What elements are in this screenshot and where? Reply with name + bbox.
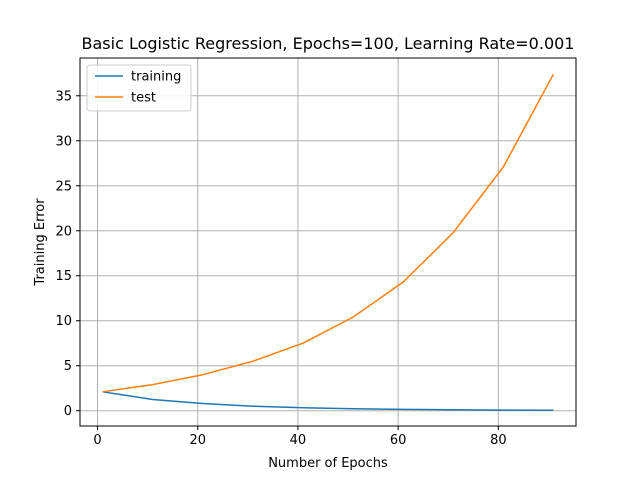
legend-label-test: test — [131, 91, 156, 106]
grid — [80, 58, 576, 426]
y-tick-label: 20 — [55, 224, 72, 239]
series-lines — [102, 73, 555, 411]
chart-title: Basic Logistic Regression, Epochs=100, L… — [82, 34, 575, 53]
x-tick-label: 80 — [490, 433, 507, 448]
plot-frame — [79, 57, 577, 427]
x-tick-label: 0 — [93, 433, 101, 448]
y-tick-label: 0 — [64, 404, 72, 419]
series-line-training — [102, 391, 554, 411]
x-tick-label: 20 — [189, 433, 206, 448]
axis-ticks: 0 20 40 60 80 0 5 10 15 20 25 30 35 — [55, 89, 506, 448]
series-line-test — [102, 73, 555, 393]
y-axis-label: Training Error — [33, 198, 48, 287]
y-tick-label: 10 — [55, 314, 72, 329]
y-tick-label: 15 — [55, 269, 72, 284]
legend-label-training: training — [131, 70, 181, 85]
y-tick-label: 35 — [55, 89, 72, 104]
x-tick-label: 60 — [390, 433, 407, 448]
x-axis-label: Number of Epochs — [268, 456, 388, 471]
y-tick-label: 25 — [55, 179, 72, 194]
y-tick-label: 5 — [64, 359, 72, 374]
x-tick-label: 40 — [290, 433, 307, 448]
y-tick-label: 30 — [55, 134, 72, 149]
legend: training test — [86, 64, 192, 112]
